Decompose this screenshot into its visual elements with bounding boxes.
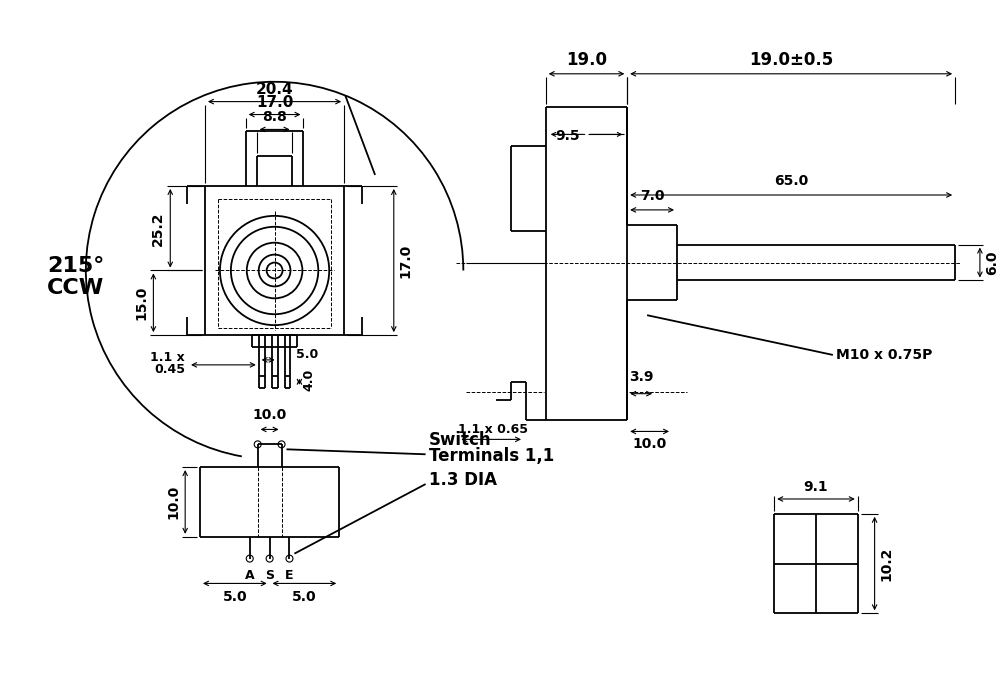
Text: 65.0: 65.0	[774, 174, 808, 188]
Text: 8.8: 8.8	[262, 111, 287, 124]
Text: 1.1 x 0.65: 1.1 x 0.65	[458, 423, 528, 436]
Text: 17.0: 17.0	[256, 95, 293, 110]
Text: Terminals 1,1: Terminals 1,1	[429, 447, 554, 465]
Text: 19.0: 19.0	[566, 51, 607, 69]
Text: 9.5: 9.5	[556, 129, 580, 144]
Text: 6.0: 6.0	[985, 250, 999, 275]
Text: CCW: CCW	[47, 278, 105, 299]
Text: 20.4: 20.4	[256, 82, 293, 97]
Text: Switch: Switch	[429, 431, 491, 449]
Text: 215°: 215°	[47, 256, 105, 276]
Text: 5.0: 5.0	[223, 590, 247, 605]
Text: 1.1 x: 1.1 x	[150, 352, 185, 364]
Text: 10.0: 10.0	[632, 437, 666, 451]
Text: 0.45: 0.45	[154, 363, 185, 377]
Text: 7.0: 7.0	[640, 189, 664, 203]
Text: 10.2: 10.2	[880, 547, 894, 580]
Text: 10.0: 10.0	[252, 408, 287, 422]
Text: M10 x 0.75P: M10 x 0.75P	[836, 348, 932, 362]
Text: A: A	[245, 569, 255, 582]
Text: 4.0: 4.0	[302, 368, 315, 391]
Text: 25.2: 25.2	[151, 211, 165, 245]
Text: 5.0: 5.0	[292, 590, 317, 605]
Text: 5.0: 5.0	[296, 348, 319, 361]
Text: 10.0: 10.0	[166, 485, 180, 519]
Text: 1.3 DIA: 1.3 DIA	[429, 471, 497, 489]
Text: 19.0±0.5: 19.0±0.5	[749, 51, 833, 69]
Text: E: E	[285, 569, 294, 582]
Text: 15.0: 15.0	[134, 285, 148, 320]
Text: 3.9: 3.9	[629, 370, 653, 384]
Text: S: S	[265, 569, 274, 582]
Text: 9.1: 9.1	[804, 480, 828, 494]
Text: 17.0: 17.0	[399, 243, 413, 278]
